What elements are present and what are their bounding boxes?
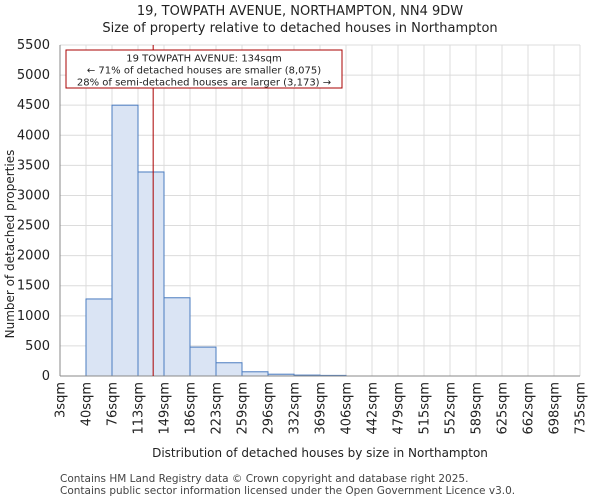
x-tick-label: 113sqm (132, 382, 147, 435)
x-tick-label: 662sqm (522, 382, 537, 435)
y-tick-label: 1500 (17, 279, 50, 294)
x-tick-label: 552sqm (444, 382, 459, 435)
x-tick-label: 3sqm (54, 382, 69, 418)
y-tick-label: 500 (25, 339, 50, 354)
annotation-line-2: ← 71% of detached houses are smaller (8,… (87, 66, 321, 77)
annotation-box (65, 49, 343, 89)
histogram-bar (111, 104, 139, 377)
x-tick-label: 589sqm (470, 382, 485, 435)
y-tick-label: 5500 (17, 38, 50, 53)
x-tick-label: 479sqm (392, 382, 407, 435)
x-tick-label: 332sqm (288, 382, 303, 435)
histogram-bar (215, 362, 243, 377)
y-axis-label: Number of detached properties (3, 150, 17, 339)
x-tick-label: 76sqm (106, 382, 121, 426)
histogram-bar (163, 297, 191, 377)
x-tick-label: 369sqm (314, 382, 329, 435)
x-tick-label: 406sqm (340, 382, 355, 435)
x-tick-label: 40sqm (80, 382, 95, 426)
x-tick-label: 442sqm (366, 382, 381, 435)
y-tick-label: 2000 (17, 249, 50, 264)
y-tick-label: 4500 (17, 98, 50, 113)
histogram-bar (241, 371, 269, 377)
y-tick-label: 1000 (17, 309, 50, 324)
x-tick-label: 625sqm (496, 382, 511, 435)
x-tick-label: 515sqm (418, 382, 433, 435)
y-tick-label: 2500 (17, 219, 50, 234)
y-tick-label: 4000 (17, 128, 50, 143)
x-tick-label: 149sqm (158, 382, 173, 435)
histogram-bar (137, 171, 165, 377)
y-tick-label: 3000 (17, 188, 50, 203)
x-tick-label: 259sqm (236, 382, 251, 435)
x-tick-label: 186sqm (184, 382, 199, 435)
x-tick-label: 735sqm (574, 382, 589, 435)
y-tick-label: 5000 (17, 68, 50, 83)
histogram-bar (85, 298, 113, 377)
annotation-line-1: 19 TOWPATH AVENUE: 134sqm (126, 54, 281, 65)
page-title: 19, TOWPATH AVENUE, NORTHAMPTON, NN4 9DW (136, 4, 464, 19)
x-tick-label: 223sqm (210, 382, 225, 435)
histogram-chart: 0 500 1000 1500 2000 2500 3000 3500 4000 4500 5000… (3, 38, 589, 460)
annotation-line-3: 28% of semi-detached houses are larger (… (77, 78, 331, 89)
y-tick-label: 3500 (17, 158, 50, 173)
x-tick-label: 296sqm (262, 382, 277, 435)
y-tick-label: 0 (42, 369, 50, 384)
histogram-bar (189, 346, 217, 377)
chart-subtitle: Size of property relative to detached ho… (102, 21, 498, 36)
footer-licence: Contains public sector information licen… (60, 485, 516, 497)
footer-copyright: Contains HM Land Registry data © Crown c… (60, 473, 469, 485)
x-axis-label: Distribution of detached houses by size … (152, 446, 488, 460)
x-tick-label: 698sqm (548, 382, 563, 435)
